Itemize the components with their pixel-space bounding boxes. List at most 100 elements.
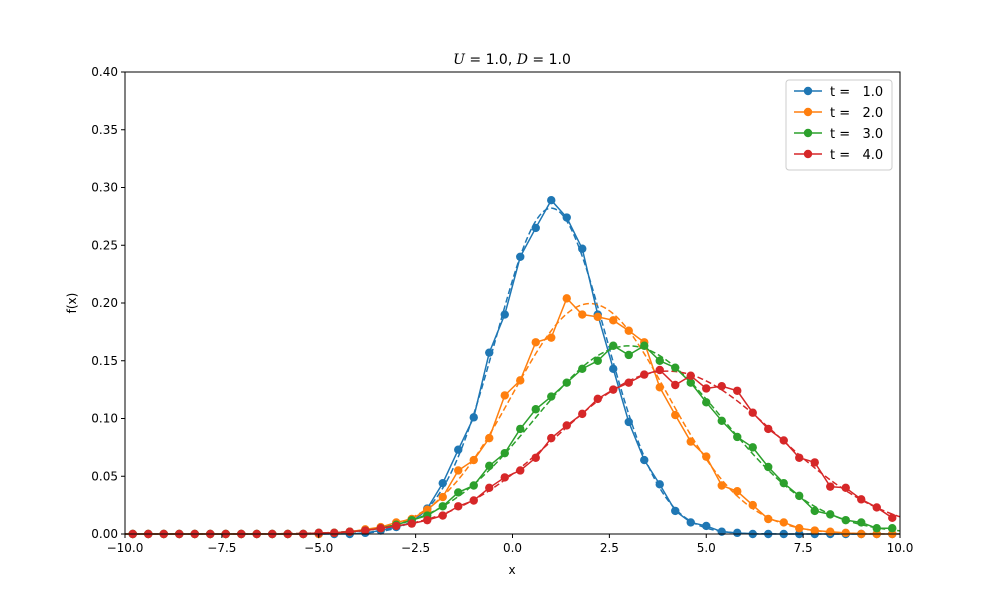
x-tick-label: 5.0 <box>697 541 716 555</box>
data-point <box>733 432 742 442</box>
data-point <box>547 433 556 443</box>
data-point <box>624 350 633 360</box>
data-point <box>547 196 556 205</box>
legend-marker <box>803 128 813 138</box>
data-point <box>733 487 742 496</box>
data-point <box>593 312 602 322</box>
data-point <box>500 448 509 458</box>
data-point <box>531 405 540 414</box>
data-point <box>702 452 711 461</box>
data-point <box>500 310 509 319</box>
y-tick-label: 0.15 <box>91 354 118 368</box>
x-tick-label: 10.0 <box>887 541 914 555</box>
data-point <box>686 371 695 380</box>
y-axis-label: f(x) <box>65 293 79 314</box>
data-point <box>655 480 664 489</box>
data-point <box>578 244 587 253</box>
data-point <box>702 398 711 407</box>
y-tick-label: 0.35 <box>91 123 118 137</box>
data-point <box>686 378 695 387</box>
legend-label: t = 2.0 <box>830 106 883 121</box>
data-point <box>516 376 525 385</box>
data-point <box>857 518 866 527</box>
data-point <box>671 380 680 390</box>
data-point <box>748 443 757 452</box>
data-point <box>795 453 804 462</box>
data-point <box>423 505 432 514</box>
data-point <box>624 326 633 335</box>
data-point <box>841 483 850 492</box>
data-point <box>640 341 649 350</box>
data-point <box>361 526 370 535</box>
x-tick-label: −10.0 <box>107 541 144 555</box>
data-point <box>531 338 540 347</box>
data-point <box>547 392 556 401</box>
data-point <box>609 385 618 394</box>
y-tick-label: 0.30 <box>91 181 118 195</box>
data-point <box>779 518 788 527</box>
data-point <box>609 364 618 374</box>
data-point <box>454 502 463 511</box>
data-point <box>314 528 323 538</box>
data-point <box>469 455 478 465</box>
legend-label: t = 4.0 <box>830 148 883 163</box>
data-point <box>454 488 463 497</box>
data-point <box>485 433 494 443</box>
x-tick-label: −7.5 <box>207 541 236 555</box>
data-point <box>624 378 633 387</box>
data-point <box>578 409 587 419</box>
data-point <box>454 445 463 454</box>
data-point <box>702 521 711 531</box>
data-point <box>609 316 618 325</box>
data-point <box>857 495 866 504</box>
title-d-value: = 1.0 <box>528 52 571 68</box>
data-point <box>407 519 416 528</box>
data-point <box>888 524 897 533</box>
data-point <box>717 527 726 536</box>
data-point <box>516 466 525 475</box>
x-tick-label: 0.0 <box>503 541 522 555</box>
data-point <box>500 391 509 400</box>
data-point <box>841 515 850 525</box>
data-point <box>562 421 571 430</box>
legend-box <box>785 79 893 171</box>
data-point <box>810 526 819 535</box>
data-point <box>469 481 478 490</box>
data-point <box>624 417 633 427</box>
chart-title: U = 1.0, D = 1.0 <box>453 52 571 68</box>
data-point <box>485 348 494 357</box>
y-tick-label: 0.00 <box>91 527 118 541</box>
data-point <box>748 500 757 510</box>
data-point <box>671 363 680 372</box>
legend-marker <box>803 149 813 159</box>
data-point <box>330 528 339 538</box>
y-tick-label: 0.40 <box>91 65 118 79</box>
y-tick-label: 0.25 <box>91 238 118 252</box>
x-tick-label: 2.5 <box>600 541 619 555</box>
title-u-symbol: U <box>453 52 466 68</box>
data-point <box>764 462 773 472</box>
y-tick-label: 0.10 <box>91 412 118 426</box>
legend: t = 1.0 t = 2.0 t = 3.0 t = 4.0 <box>785 79 893 171</box>
title-d-symbol: D <box>516 52 528 68</box>
data-point <box>609 341 618 350</box>
y-tick-label: 0.05 <box>91 469 118 483</box>
data-point <box>438 502 447 511</box>
data-point <box>810 458 819 467</box>
data-point <box>826 482 835 491</box>
data-point <box>593 394 602 404</box>
title-u-value: = 1.0, <box>465 52 517 68</box>
data-point <box>562 378 571 387</box>
data-point <box>872 524 881 533</box>
data-point <box>872 503 881 512</box>
data-point <box>578 364 587 374</box>
data-point <box>655 383 664 392</box>
legend-label: t = 1.0 <box>830 85 883 100</box>
data-point <box>469 496 478 505</box>
data-point <box>454 466 463 475</box>
data-point <box>810 506 819 516</box>
data-point <box>500 473 509 482</box>
data-point <box>640 370 649 379</box>
data-point <box>702 384 711 393</box>
